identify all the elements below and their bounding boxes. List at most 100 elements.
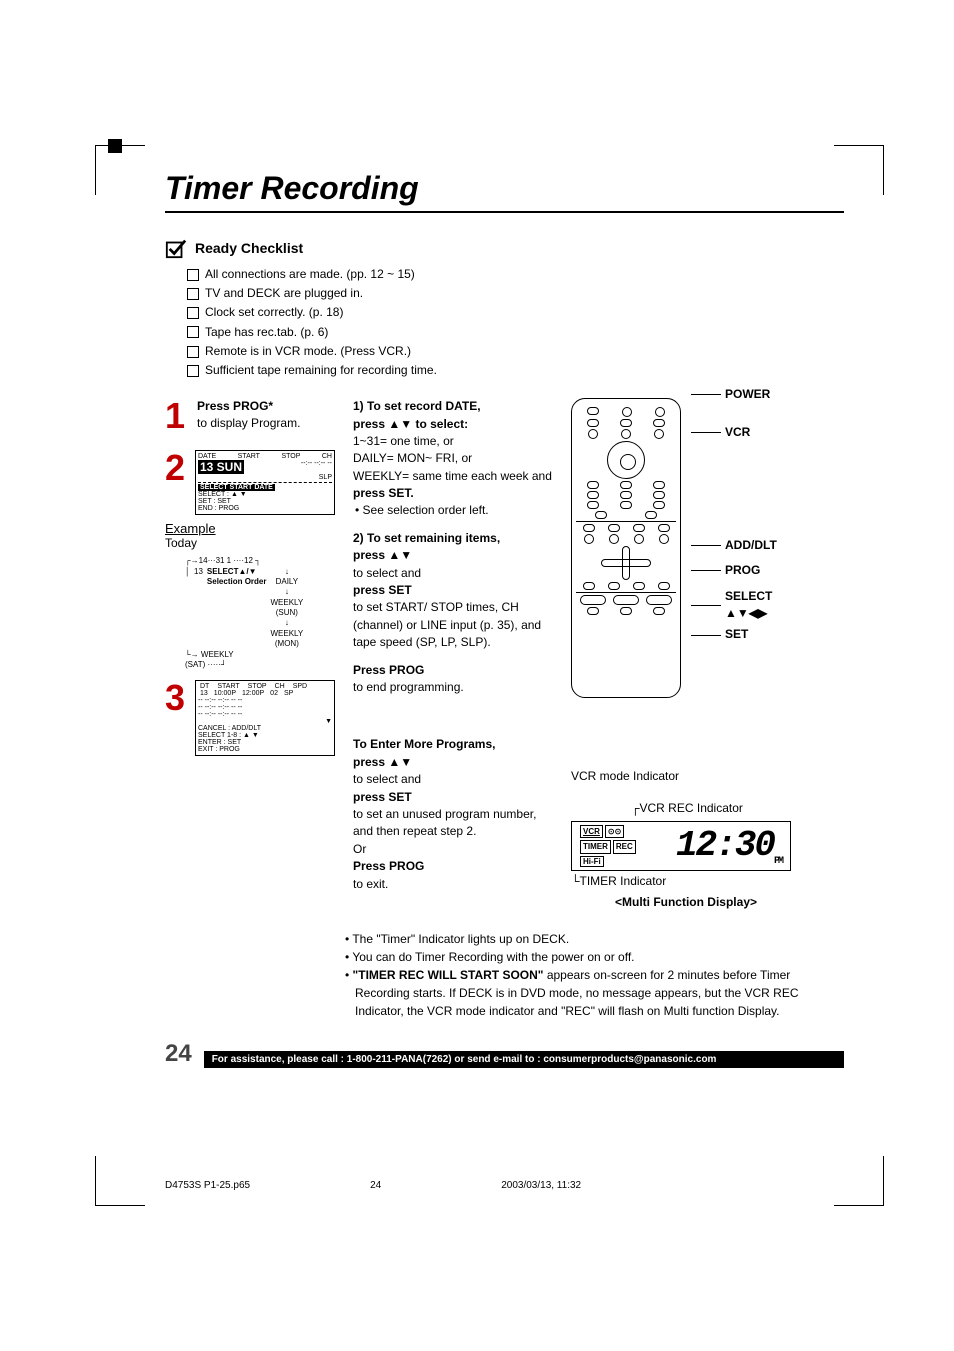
osd-row: END : PROG	[198, 505, 332, 512]
block-3: To Enter More Programs, press ▲▼ to sele…	[353, 736, 553, 893]
b3-title: To Enter More Programs,	[353, 737, 495, 751]
diag-daily: DAILY	[276, 577, 299, 586]
label-vcr: VCR	[725, 424, 750, 441]
remote-diagram: POWER VCR ADD/DLT PROG SELECT ▲▼◀▶ SET	[571, 398, 801, 698]
b2-c: press SET	[353, 583, 412, 597]
osd-screen-step3: DTSTARTSTOPCHSPD 1310:00P12:00P02SP -- -…	[195, 680, 335, 756]
mfd-time-val: 12:30	[676, 825, 774, 866]
vcr-mode-label: VCR mode Indicator	[571, 768, 801, 785]
step-2: 2 DATE START STOP CH 13 SUN --:-- --:-- -- S…	[165, 450, 335, 670]
label-adddlt: ADD/DLT	[725, 537, 777, 554]
osd-hdr: STOP	[281, 453, 300, 460]
osd-spd: SLP	[198, 474, 332, 481]
ready-checklist: Ready Checklist All connections are made…	[165, 237, 844, 380]
step-3: 3 DTSTARTSTOPCHSPD 1310:00P12:00P02SP --…	[165, 680, 335, 756]
title-bar: Timer Recording	[165, 170, 844, 213]
osd-hdr: DATE	[198, 453, 216, 460]
block-1: 1) To set record DATE, press ▲▼ to selec…	[353, 398, 553, 520]
osd3-hdr: STOP	[248, 683, 267, 690]
page-number: 24	[165, 1040, 192, 1068]
middle-column: 1) To set record DATE, press ▲▼ to selec…	[353, 398, 553, 912]
note: The "Timer" Indicator lights up on DECK.	[345, 930, 844, 948]
assistance-bar: For assistance, please call : 1-800-211-…	[204, 1051, 844, 1068]
mfd-section: VCR mode Indicator ┌VCR REC Indicator VC…	[571, 768, 801, 912]
ind-dvd: ⊙⊙	[605, 825, 624, 839]
ind-timer: TIMER	[580, 840, 611, 854]
mfd-pm: PM	[774, 856, 782, 867]
ind-rec: REC	[613, 840, 636, 854]
label-set: SET	[725, 626, 748, 643]
b1-b: 1~31= one time, or	[353, 434, 454, 448]
osd3-hdr: DT	[200, 683, 209, 690]
osd3-row: SELECT 1-8 : ▲ ▼	[198, 732, 332, 739]
b2-title: 2) To set remaining items,	[353, 531, 500, 545]
footer: 24 For assistance, please call : 1-800-2…	[165, 1040, 844, 1068]
osd-hdr: START	[238, 453, 260, 460]
osd-row: SELECT : ▲ ▼	[198, 491, 332, 498]
today-label: Today	[165, 536, 335, 550]
selection-diagram: ┌→14···31 1 ····12 ┐ │ 13 SELECT▲/▼ Sele…	[165, 556, 335, 670]
left-column: 1 Press PROG* to display Program. 2 DATE S…	[165, 398, 335, 912]
step1-text: to display Program.	[197, 416, 300, 430]
osd3-row: CANCEL : ADD/DLT	[198, 725, 332, 732]
checklist-item: Tape has rec.tab. (p. 6)	[187, 323, 844, 342]
diag-wsun: WEEKLY (SUN)	[270, 598, 303, 617]
osd-screen-step2: DATE START STOP CH 13 SUN --:-- --:-- -- SLP…	[195, 450, 335, 515]
osd3-dash: -- --:-- --:-- -- --	[198, 704, 332, 711]
b3-e: Or	[353, 842, 366, 856]
vcr-rec-label: VCR REC Indicator	[640, 801, 743, 815]
b3-b: to select and	[353, 772, 421, 786]
note-bold: "TIMER REC WILL START SOON"	[353, 968, 544, 982]
b1-press: press ▲▼ to select:	[353, 417, 468, 431]
page-title: Timer Recording	[165, 170, 844, 207]
checkmark-icon	[165, 237, 187, 259]
checklist-title: Ready Checklist	[195, 240, 303, 256]
osd3-row: ENTER : SET	[198, 739, 332, 746]
b2-d: to set START/ STOP times, CH (channel) o…	[353, 600, 541, 649]
osd3-hdr: CH	[275, 683, 285, 690]
bottom-notes: The "Timer" Indicator lights up on DECK.…	[165, 930, 844, 1020]
b1-e: press SET.	[353, 486, 414, 500]
osd-dashes: --:-- --:-- --	[301, 460, 332, 474]
b1-d: WEEKLY= same time each week and	[353, 469, 552, 483]
b3-g: to exit.	[353, 877, 388, 891]
step-number-3: 3	[165, 680, 185, 716]
b3-a: press ▲▼	[353, 755, 412, 769]
osd3-r: 13	[200, 690, 208, 697]
step-number-1: 1	[165, 398, 185, 434]
mfd-indicators: VCR⊙⊙ TIMERREC Hi-Fi	[580, 825, 636, 868]
checklist-item: Sufficient tape remaining for recording …	[187, 361, 844, 380]
osd-row: SET : SET	[198, 498, 332, 505]
step-number-2: 2	[165, 450, 185, 486]
checklist-item: Clock set correctly. (p. 18)	[187, 303, 844, 322]
osd-hdr: CH	[322, 453, 332, 460]
multi-function-display: VCR⊙⊙ TIMERREC Hi-Fi 12:30PM	[571, 821, 791, 871]
b2-b: to select and	[353, 566, 421, 580]
step1-bold: Press PROG*	[197, 399, 273, 413]
osd-date: 13 SUN	[198, 460, 244, 474]
osd3-r: SP	[284, 690, 293, 697]
file-info-line: D4753S P1-25.p65 24 2003/03/13, 11:32	[165, 1180, 581, 1191]
diag-wmon: WEEKLY (MON)	[270, 629, 303, 648]
osd3-r: 02	[270, 690, 278, 697]
b1-bullet: See selection order left.	[353, 502, 553, 519]
dpad-icon	[601, 546, 651, 580]
osd3-row: EXIT : PROG	[198, 746, 332, 753]
note: "TIMER REC WILL START SOON" appears on-s…	[345, 966, 844, 1020]
osd3-hdr: SPD	[293, 683, 307, 690]
file-date: 2003/03/13, 11:32	[501, 1180, 581, 1191]
osd3-hdr: START	[217, 683, 239, 690]
b1-c: DAILY= MON~ FRI, or	[353, 451, 472, 465]
press-prog: Press PROG	[353, 663, 424, 677]
remote-labels: POWER VCR ADD/DLT PROG SELECT ▲▼◀▶ SET	[691, 398, 777, 698]
step-1: 1 Press PROG* to display Program.	[165, 398, 335, 434]
diag-selection-order: SELECT▲/▼ Selection Order	[207, 567, 267, 650]
b3-d: to set an unused program number, and the…	[353, 807, 536, 838]
label-prog: PROG	[725, 562, 760, 579]
file-name: D4753S P1-25.p65	[165, 1180, 250, 1191]
osd3-dash: -- --:-- --:-- -- --	[198, 697, 332, 704]
b3-f: Press PROG	[353, 859, 424, 873]
diag-wsat: WEEKLY (SAT)	[185, 650, 234, 669]
label-power: POWER	[725, 386, 770, 403]
dial-icon	[607, 441, 645, 479]
